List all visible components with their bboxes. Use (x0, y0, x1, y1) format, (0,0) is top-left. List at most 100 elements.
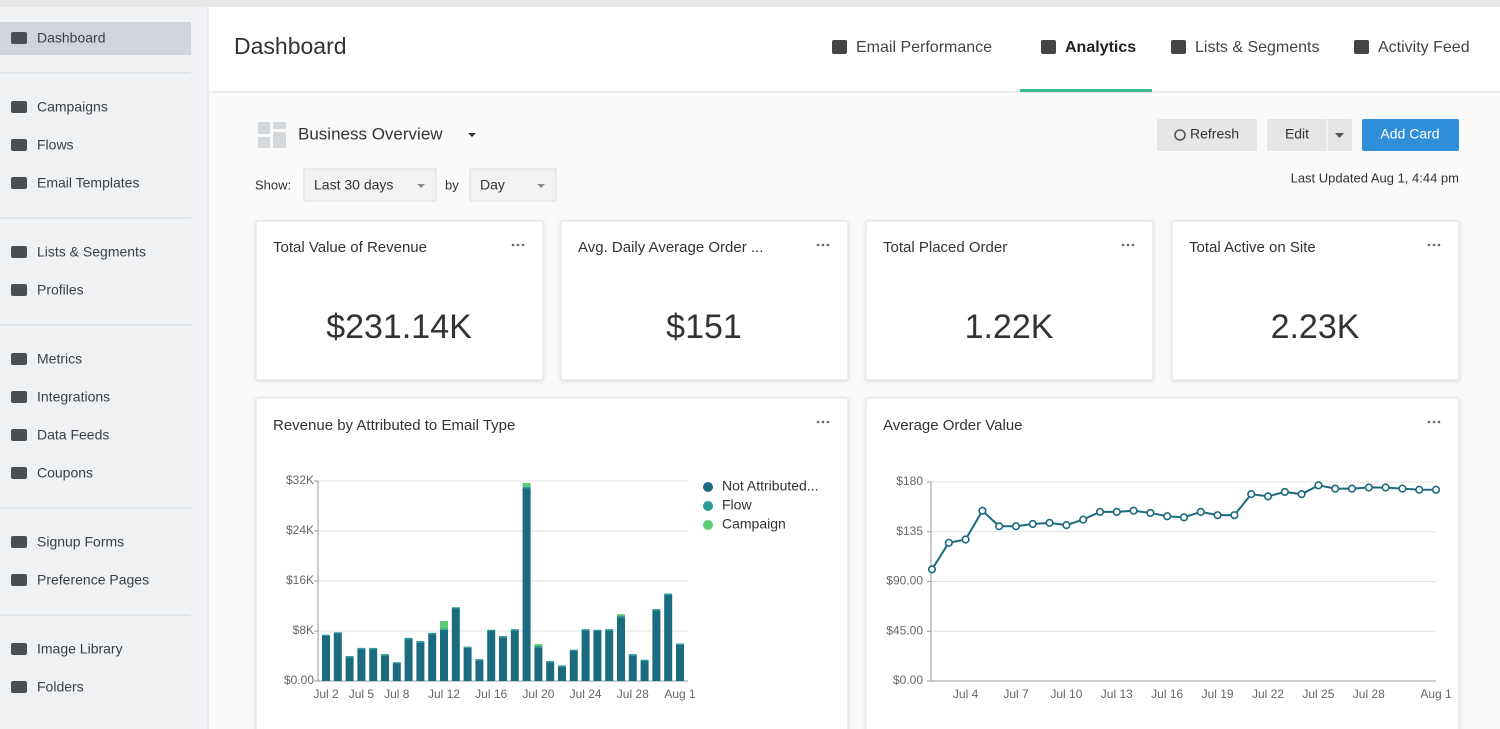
card-menu-dot (1432, 243, 1436, 247)
bar-segment (475, 659, 484, 661)
nav-icon (11, 467, 27, 479)
active-tab-indicator (1020, 89, 1152, 92)
bar-segment (534, 646, 543, 648)
top-strip (0, 0, 1500, 7)
bar-segment (499, 636, 507, 638)
line-point (1146, 508, 1155, 518)
nav-tab[interactable]: Activity Feed (1378, 39, 1470, 56)
line-point (927, 565, 937, 574)
x-tick-label: Jul 7 (1003, 687, 1029, 701)
nav-item[interactable]: Data Feeds (37, 427, 109, 443)
bar-segment (628, 654, 637, 656)
by-label: by (445, 177, 459, 192)
bar-segment (463, 646, 472, 648)
line-point (1431, 485, 1441, 494)
y-tick-label: $180 (896, 474, 923, 488)
nav-icon (11, 284, 27, 296)
bar-segment (381, 654, 389, 656)
line-point (1095, 507, 1105, 516)
bar-segment (451, 607, 460, 609)
card-value: $151 (666, 308, 742, 346)
nav-icon (11, 32, 27, 44)
grid-icon (258, 122, 270, 134)
caret (417, 184, 425, 188)
nav-tab[interactable]: Email Performance (856, 39, 992, 56)
add-card-button[interactable]: Add Card (1362, 119, 1459, 151)
line-point (1314, 481, 1323, 490)
tab-icon (832, 40, 847, 54)
card-menu-dot (821, 420, 825, 424)
nav-item[interactable]: Dashboard (37, 30, 106, 46)
nav-item[interactable]: Image Library (37, 641, 123, 657)
grid-icon (273, 132, 286, 148)
dashboard-picker[interactable]: Business Overview (258, 122, 476, 148)
line-point (1179, 513, 1189, 522)
bar-segment (558, 666, 566, 681)
bar-segment (640, 659, 649, 661)
line-point (1028, 519, 1037, 529)
bar-segment (522, 488, 531, 681)
range-select[interactable]: Last 30 days (303, 168, 437, 202)
bar-segment (475, 660, 484, 681)
card (1171, 220, 1460, 381)
bar-segment (664, 594, 673, 681)
bar-segment (392, 663, 401, 681)
x-tick-label: Jul 28 (1353, 687, 1385, 701)
nav-item[interactable]: Email Templates (37, 175, 139, 191)
y-tick-label: $90.00 (886, 574, 923, 588)
bar-segment (451, 608, 460, 681)
line-point (1129, 506, 1138, 515)
bar-segment (522, 486, 531, 489)
caret (468, 133, 476, 137)
nav-item[interactable]: Campaigns (37, 99, 108, 115)
bar-segment (345, 656, 354, 658)
y-tick-label: $32K (286, 473, 314, 487)
nav-tab[interactable]: Lists & Segments (1195, 39, 1320, 56)
bar-segment (652, 610, 661, 681)
bar-segment (369, 647, 378, 650)
sidebar (0, 7, 208, 729)
line-point (1280, 487, 1289, 497)
nav-item[interactable]: Folders (37, 679, 84, 695)
bar-segment (617, 614, 625, 616)
tab-icon (1041, 40, 1056, 54)
bar-segment (404, 637, 413, 640)
refresh-button[interactable]: Refresh (1157, 119, 1257, 151)
nav-item[interactable]: Metrics (37, 351, 82, 367)
line-point (944, 538, 953, 547)
bar-segment (593, 629, 602, 631)
nav-item[interactable]: Integrations (37, 389, 110, 405)
nav-item[interactable]: Coupons (37, 465, 93, 481)
bar-segment (546, 662, 555, 681)
nav-item[interactable]: Profiles (37, 282, 84, 298)
button-label: Refresh (1190, 126, 1239, 142)
x-tick-label: Jul 16 (1151, 687, 1183, 701)
legend-swatch (703, 501, 713, 511)
x-tick-label: Jul 4 (953, 687, 979, 701)
nav-item[interactable]: Lists & Segments (37, 244, 146, 260)
edit-button[interactable]: Edit (1267, 119, 1352, 151)
nav-tab[interactable]: Analytics (1065, 39, 1136, 56)
x-tick-label: Jul 8 (384, 687, 410, 701)
x-tick-label: Aug 1 (664, 687, 696, 701)
bar-segment (510, 630, 519, 681)
bar-segment (534, 644, 543, 646)
legend-label: Flow (722, 497, 752, 513)
nav-item[interactable]: Preference Pages (37, 572, 149, 588)
line-point (1398, 484, 1407, 493)
card-menu-dot (521, 243, 525, 247)
bar-segment (381, 655, 389, 681)
line-point (995, 522, 1004, 531)
interval-select[interactable]: Day (469, 168, 557, 202)
card-title: Total Value of Revenue (273, 239, 427, 256)
nav-item[interactable]: Signup Forms (37, 534, 124, 550)
bar-segment (428, 634, 437, 681)
line-point (1347, 484, 1357, 493)
legend-swatch (703, 482, 713, 492)
card-value: 2.23K (1271, 308, 1360, 346)
button-label: Add Card (1380, 126, 1439, 142)
show-label: Show: (255, 177, 291, 192)
nav-item[interactable]: Flows (37, 137, 74, 153)
x-tick-label: Jul 5 (349, 687, 375, 701)
